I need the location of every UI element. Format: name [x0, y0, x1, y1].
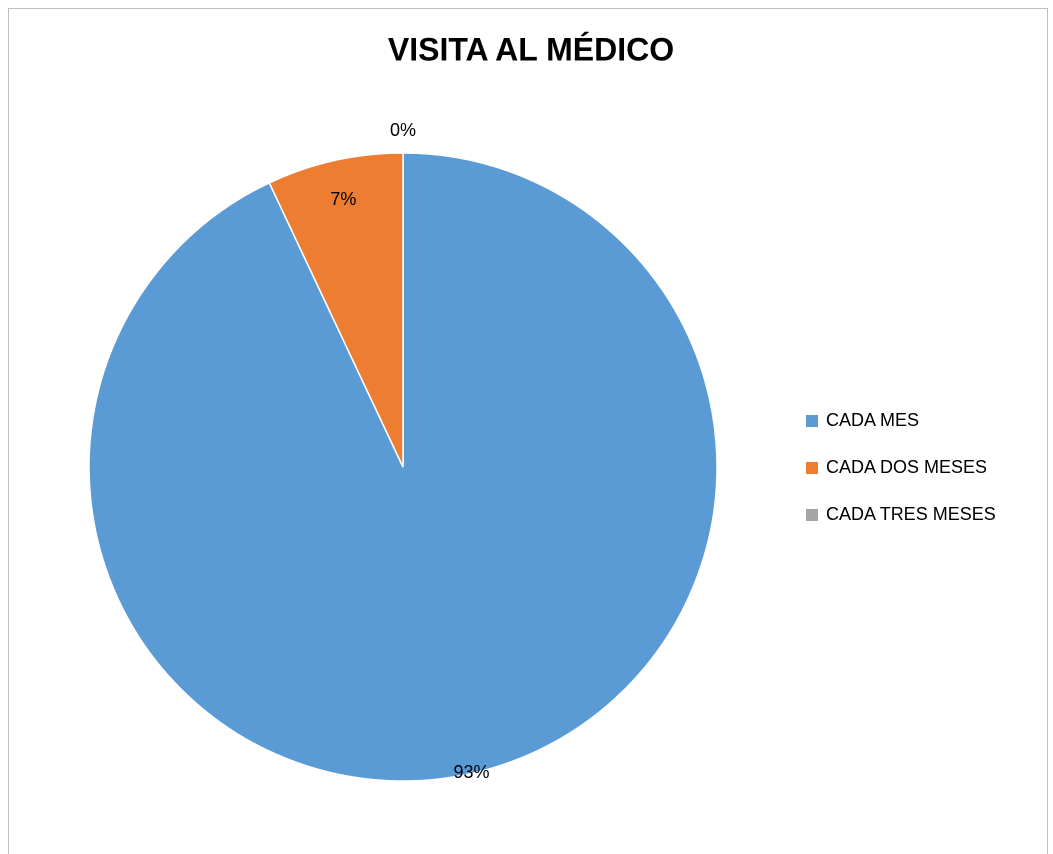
legend-label: CADA DOS MESES: [826, 457, 987, 477]
pie-slice: [268, 152, 404, 468]
data-label: 93%: [453, 762, 489, 782]
chart-border: [8, 8, 1048, 854]
data-label: 7%: [330, 189, 356, 209]
legend-swatch: [806, 415, 818, 427]
legend-swatch: [806, 509, 818, 521]
chart-title: VISITA AL MÉDICO: [388, 31, 674, 67]
data-label: 0%: [390, 120, 416, 140]
legend-label: CADA TRES MESES: [826, 504, 996, 524]
legend-label: CADA MES: [826, 410, 919, 430]
legend-swatch: [806, 462, 818, 474]
